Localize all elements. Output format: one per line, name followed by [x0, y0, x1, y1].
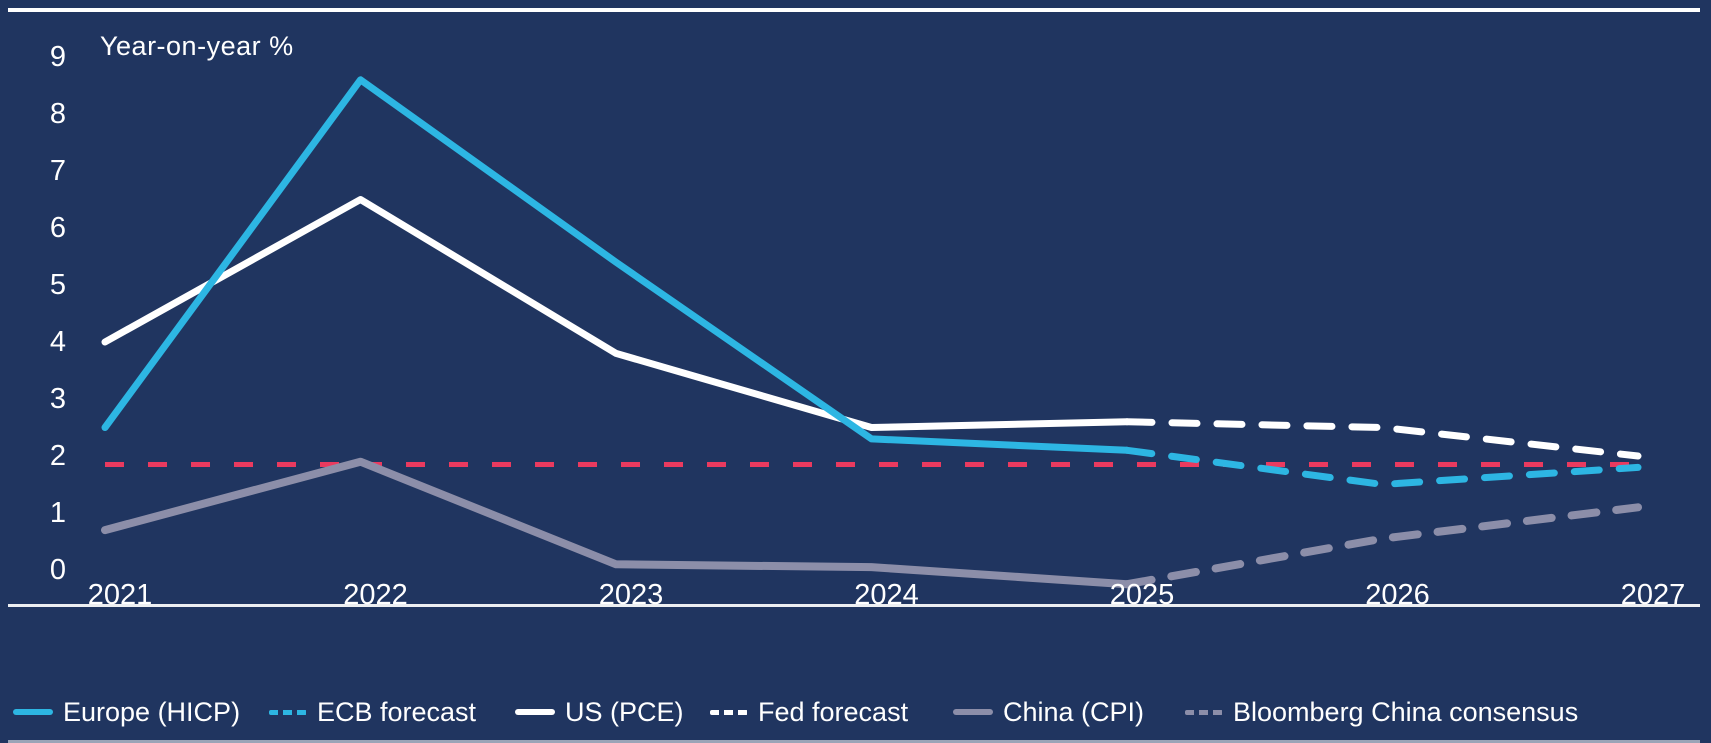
y-tick-label-6: 6 [49, 212, 67, 244]
series-china-cpi [101, 457, 1131, 589]
legend: Europe (HICP) ECB forecast US (PCE) Fed for… [0, 698, 1711, 728]
series-us-pce [101, 196, 1131, 431]
y-tick-label-1: 1 [49, 497, 67, 529]
series-ecb-forecast [1123, 446, 1642, 488]
bottom-border-rule [8, 740, 1700, 743]
legend-item-fed-forecast: Fed forecast [710, 698, 908, 726]
legend-swatch-bloomberg-china-consensus-dashed-line-icon [1185, 709, 1223, 715]
legend-label-bloomberg-china-consensus: Bloomberg China consensus [1233, 697, 1579, 727]
legend-item-ecb-forecast: ECB forecast [269, 698, 476, 726]
y-tick-label-4: 4 [49, 326, 67, 358]
series-bloomberg-china-consensus [1123, 503, 1642, 589]
legend-item-bloomberg-china-consensus: Bloomberg China consensus [1185, 698, 1578, 726]
legend-label-europe-hicp: Europe (HICP) [63, 697, 241, 727]
x-tick-label-2024: 2024 [854, 579, 919, 611]
x-axis-line [8, 604, 1700, 607]
legend-swatch-us-pce-solid-line-icon [515, 709, 555, 715]
series-fed-forecast [1123, 418, 1642, 460]
y-tick-label-0: 0 [49, 554, 67, 586]
legend-swatch-ecb-forecast-dashed-line-icon [269, 709, 307, 715]
x-tick-label-2026: 2026 [1365, 579, 1430, 611]
x-tick-label-2023: 2023 [598, 579, 664, 611]
x-tick-label-2022: 2022 [343, 579, 408, 611]
legend-swatch-china-cpi-solid-line-icon [953, 709, 993, 715]
y-tick-label-9: 9 [49, 41, 67, 73]
y-tick-label-5: 5 [49, 269, 67, 301]
y-tick-label-3: 3 [49, 383, 67, 415]
legend-label-fed-forecast: Fed forecast [758, 697, 909, 727]
y-tick-label-8: 8 [49, 98, 67, 130]
y-tick-label-2: 2 [49, 440, 67, 472]
x-tick-label-2021: 2021 [87, 579, 153, 611]
legend-item-europe-hicp: Europe (HICP) [13, 698, 240, 726]
y-axis-title: Year-on-year % [100, 31, 294, 61]
top-border-rule [8, 8, 1700, 12]
legend-label-ecb-forecast: ECB forecast [317, 697, 477, 727]
legend-swatch-fed-forecast-dashed-line-icon [710, 709, 748, 715]
legend-item-china-cpi: China (CPI) [953, 698, 1144, 726]
y-tick-label-7: 7 [49, 155, 67, 187]
legend-label-us-pce: US (PCE) [565, 697, 684, 727]
legend-label-china-cpi: China (CPI) [1003, 697, 1145, 727]
series-europe-hicp [101, 76, 1131, 454]
legend-swatch-europe-hicp-solid-line-icon [13, 709, 53, 715]
legend-item-us-pce: US (PCE) [515, 698, 684, 726]
x-tick-label-2025: 2025 [1109, 579, 1175, 611]
x-tick-label-2027: 2027 [1620, 579, 1686, 611]
